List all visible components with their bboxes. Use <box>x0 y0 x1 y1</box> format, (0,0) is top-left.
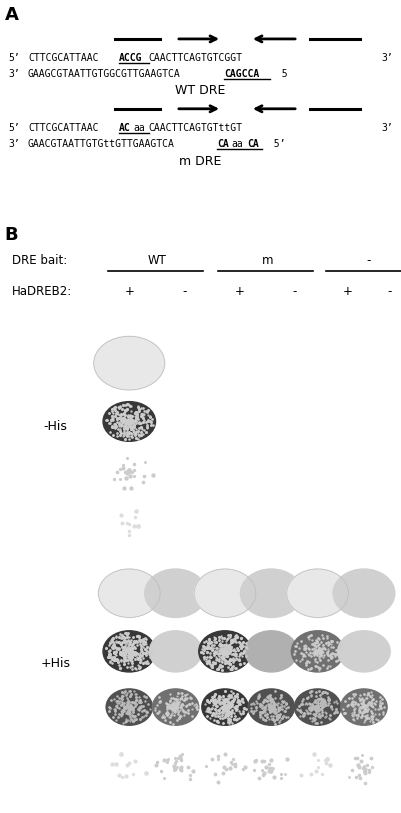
Text: CTTCGCATTAAC: CTTCGCATTAAC <box>28 123 99 133</box>
Text: DRE bait:: DRE bait: <box>12 254 67 267</box>
Text: ACCG: ACCG <box>119 53 142 63</box>
Text: 5: 5 <box>269 69 287 79</box>
Text: GAAGCGTAATTGTGGCGTTGAAGTCA: GAAGCGTAATTGTGGCGTTGAAGTCA <box>28 69 181 79</box>
Text: AC: AC <box>119 123 130 133</box>
Text: -: - <box>293 285 297 298</box>
Circle shape <box>94 337 165 390</box>
Text: B: B <box>4 226 18 244</box>
Text: aa: aa <box>134 123 146 133</box>
Text: CAGCCA: CAGCCA <box>224 69 259 79</box>
Circle shape <box>338 631 390 672</box>
Text: +: + <box>235 285 245 298</box>
Text: 3’: 3’ <box>381 53 393 63</box>
Circle shape <box>149 631 202 672</box>
Text: A: A <box>5 6 19 24</box>
Circle shape <box>333 569 395 617</box>
Circle shape <box>152 689 199 725</box>
Circle shape <box>103 631 156 672</box>
Text: CA: CA <box>217 139 229 149</box>
Text: CA: CA <box>247 139 259 149</box>
Text: -: - <box>183 285 187 298</box>
Circle shape <box>98 569 160 617</box>
Text: -: - <box>388 285 392 298</box>
Text: +: + <box>343 285 353 298</box>
Circle shape <box>241 569 302 617</box>
Circle shape <box>199 631 251 672</box>
Text: WT: WT <box>148 254 167 267</box>
Circle shape <box>202 689 248 725</box>
Text: WT DRE: WT DRE <box>175 85 225 98</box>
Text: +His: +His <box>41 657 70 670</box>
Text: 3’: 3’ <box>8 69 20 79</box>
Circle shape <box>194 569 256 617</box>
Text: 3’: 3’ <box>8 139 20 149</box>
Text: HaDREB2:: HaDREB2: <box>12 285 72 298</box>
Circle shape <box>341 689 387 725</box>
Text: -His: -His <box>43 420 67 433</box>
Circle shape <box>287 569 348 617</box>
Text: CAACTTCAGTGTttGT: CAACTTCAGTGTttGT <box>149 123 243 133</box>
Circle shape <box>106 689 152 725</box>
Text: 5’: 5’ <box>262 139 286 149</box>
Text: -: - <box>367 254 371 267</box>
Circle shape <box>245 631 298 672</box>
Text: CTTCGCATTAAC: CTTCGCATTAAC <box>28 53 99 63</box>
Text: 5’: 5’ <box>8 53 20 63</box>
Text: 5’: 5’ <box>8 123 20 133</box>
Text: aa: aa <box>232 139 243 149</box>
Text: m DRE: m DRE <box>179 155 221 168</box>
Circle shape <box>103 402 156 441</box>
Text: m: m <box>262 254 273 267</box>
Circle shape <box>248 689 294 725</box>
Text: GAACGTAATTGTGttGTTGAAGTCA: GAACGTAATTGTGttGTTGAAGTCA <box>28 139 175 149</box>
Circle shape <box>145 569 207 617</box>
Circle shape <box>294 689 341 725</box>
Text: CAACTTCAGTGTCGGT: CAACTTCAGTGTCGGT <box>149 53 243 63</box>
Text: 3’: 3’ <box>381 123 393 133</box>
Circle shape <box>292 631 344 672</box>
Text: +: + <box>125 285 135 298</box>
